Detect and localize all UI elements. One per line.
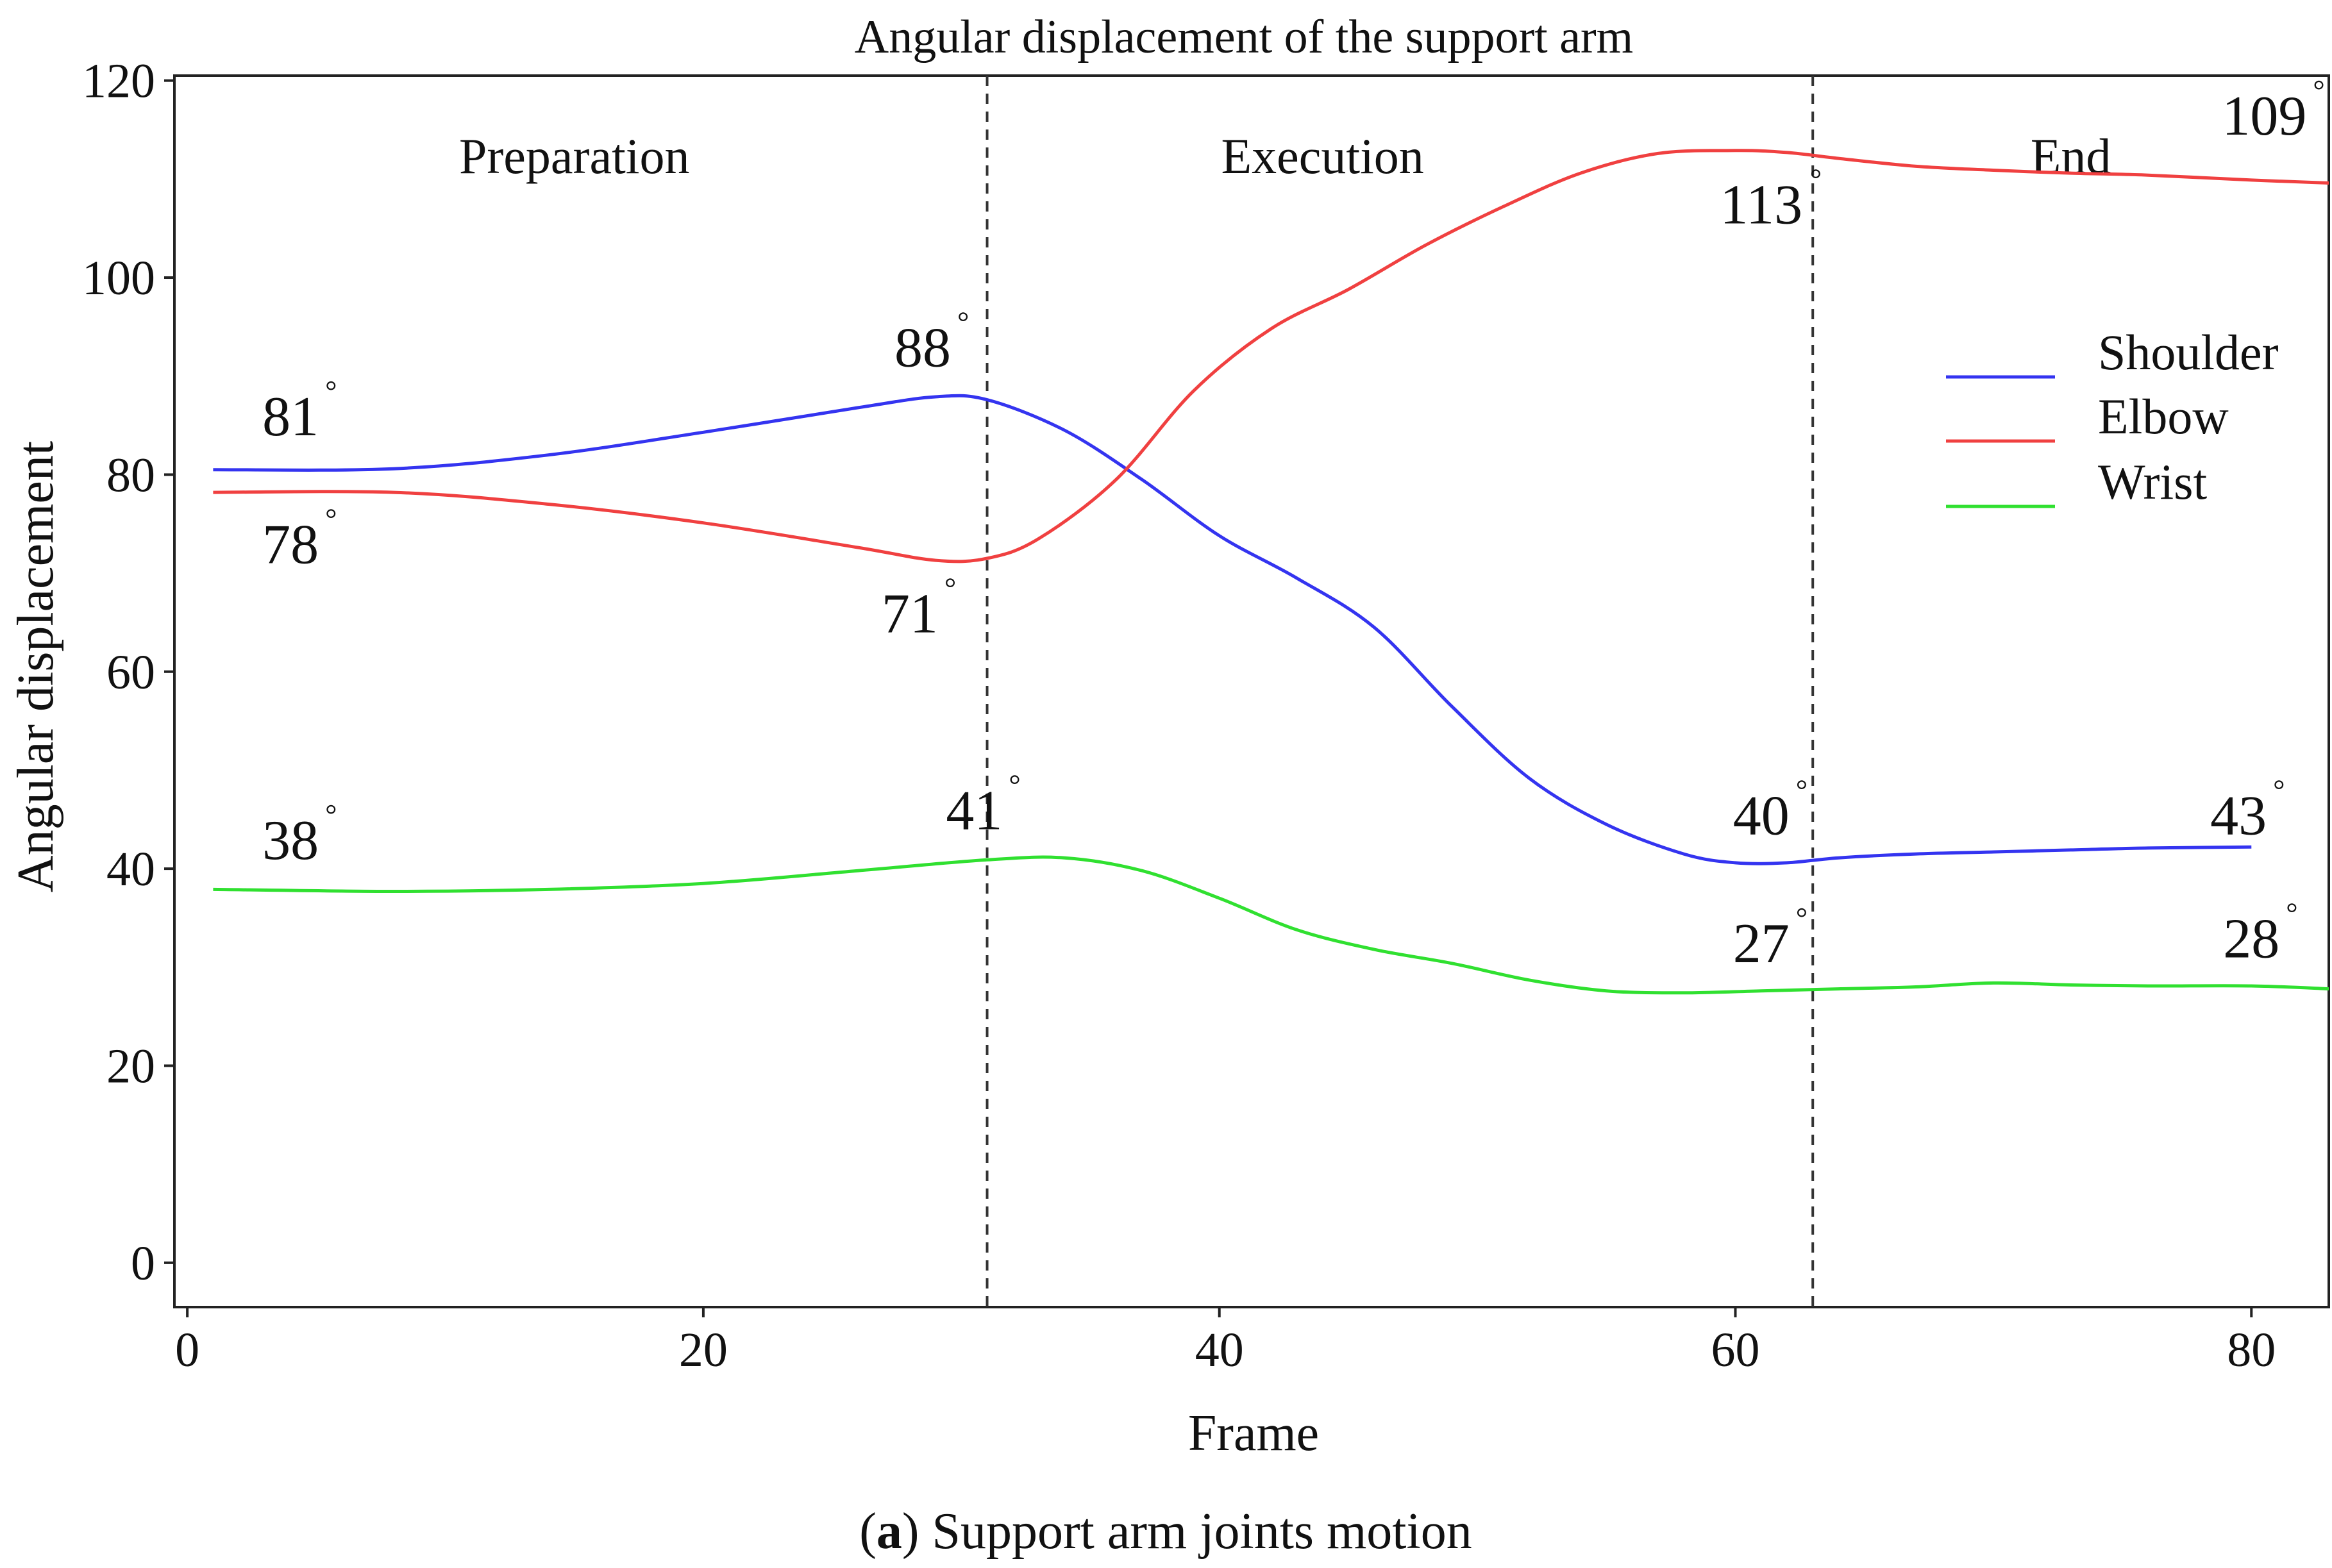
legend-label-elbow: Elbow [2098, 388, 2229, 444]
x-tick-label-80: 80 [2227, 1323, 2276, 1377]
annotation-degree-4: ° [1009, 769, 1020, 801]
x-tick-label-40: 40 [1195, 1323, 1244, 1377]
phase-boundaries [986, 76, 1815, 1307]
y-axis-ticks: 0 20 40 60 80 100 120 [82, 54, 174, 1290]
series-line-wrist [213, 855, 2329, 995]
value-annotations: 81 °78 °88 °71 °41 °38 °113 °40 °27 °109 °43 °28 ° [262, 74, 2325, 975]
annotation-degree-9: ° [2313, 74, 2324, 106]
phase-labels: Preparation Execution End [459, 128, 2111, 184]
annotation-43-10: 43 [2210, 785, 2267, 847]
phase-label-preparation: Preparation [459, 128, 690, 184]
x-axis-ticks: 0 20 40 60 80 [175, 1307, 2276, 1377]
legend-label-wrist: Wrist [2098, 454, 2207, 510]
y-tick-label-0: 0 [131, 1237, 155, 1290]
annotation-degree-3: ° [944, 571, 956, 604]
annotation-28-11: 28 [2223, 908, 2279, 970]
y-tick-label-100: 100 [82, 251, 155, 305]
annotation-109-9: 109 [2222, 85, 2306, 147]
caption-text: ) Support arm joints motion [902, 1503, 1472, 1560]
annotation-113-6: 113 [1720, 174, 1802, 237]
annotation-degree-11: ° [2286, 896, 2297, 929]
annotation-41-4: 41 [946, 780, 1002, 842]
phase-label-execution: Execution [1221, 128, 1424, 184]
annotation-88-2: 88 [894, 317, 951, 379]
x-tick-label-20: 20 [679, 1323, 728, 1377]
annotation-degree-7: ° [1796, 773, 1808, 806]
annotation-degree-8: ° [1796, 901, 1808, 934]
figure-caption: (a) Support arm joints motion [859, 1503, 1472, 1560]
y-tick-label-80: 80 [106, 448, 155, 502]
y-tick-label-40: 40 [106, 842, 155, 896]
annotation-78-1: 78 [262, 514, 319, 576]
annotation-degree-10: ° [2273, 773, 2285, 806]
y-tick-label-60: 60 [106, 646, 155, 699]
annotation-71-3: 71 [882, 583, 938, 645]
caption-open-paren: ( [859, 1503, 877, 1560]
chart-title: Angular displacement of the support arm [855, 11, 1634, 63]
y-axis-title: Angular displacement [8, 441, 64, 892]
annotation-degree-1: ° [325, 503, 337, 535]
plot-frame [173, 74, 2330, 1308]
annotation-degree-5: ° [325, 798, 337, 831]
annotation-38-5: 38 [262, 810, 319, 872]
series-line-elbow [213, 149, 2329, 563]
series-lines [213, 149, 2329, 995]
caption-letter: a [877, 1503, 902, 1560]
annotation-degree-2: ° [957, 305, 969, 338]
annotation-degree-6: ° [1810, 163, 1822, 196]
annotation-27-8: 27 [1733, 913, 1790, 975]
y-tick-label-20: 20 [106, 1039, 155, 1093]
annotation-81-0: 81 [262, 386, 319, 448]
legend: Shoulder Elbow Wrist [1946, 324, 2279, 510]
legend-label-shoulder: Shoulder [2098, 324, 2279, 380]
annotation-40-7: 40 [1733, 785, 1790, 847]
annotation-degree-0: ° [325, 374, 337, 407]
x-axis-title: Frame [1188, 1405, 1319, 1462]
y-tick-label-120: 120 [82, 54, 155, 108]
phase-label-end: End [2031, 128, 2111, 184]
x-tick-label-0: 0 [175, 1323, 199, 1377]
x-tick-label-60: 60 [1711, 1323, 1759, 1377]
series-line-shoulder [213, 394, 2252, 865]
